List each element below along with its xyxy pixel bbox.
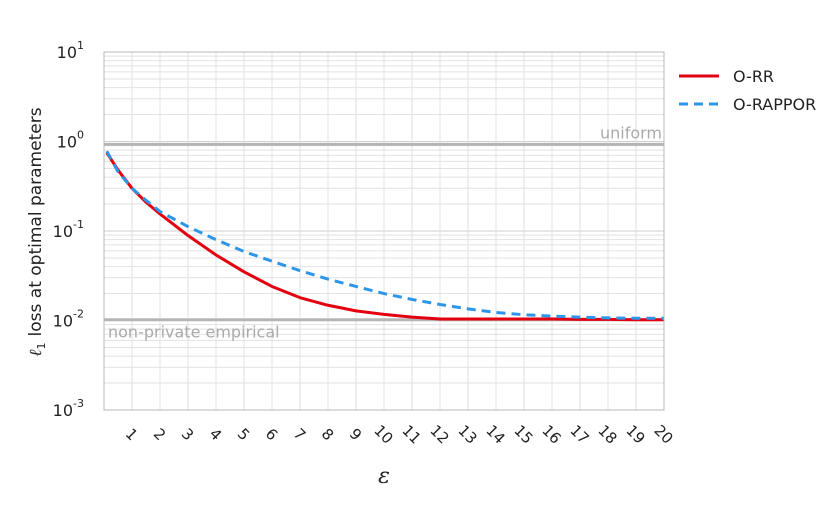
major-gridlines <box>103 51 665 411</box>
y-tick-base: 10 <box>53 222 73 241</box>
x-axis-label: ε <box>378 464 390 489</box>
y-tick-base: 10 <box>53 312 73 331</box>
x-tick-label: 15 <box>510 421 536 447</box>
series-line <box>105 150 664 320</box>
y-tick-exponent: -1 <box>73 218 84 231</box>
y-tick-base: 10 <box>57 133 77 152</box>
x-tick-label: 17 <box>566 421 592 447</box>
reference-label: non-private empirical <box>108 323 280 342</box>
series-layer <box>105 150 664 322</box>
x-tick-label: 7 <box>290 425 309 444</box>
x-tick-label: 10 <box>370 421 396 447</box>
plot-frame <box>103 51 665 411</box>
y-tick-exponent: 1 <box>77 39 84 52</box>
y-tick-label: 101 <box>57 39 84 62</box>
y-axis-label-subscript: 1 <box>35 342 48 349</box>
y-tick-label: 10-1 <box>53 218 84 241</box>
x-tick-label: 6 <box>262 425 281 444</box>
reference-label: uniform <box>600 123 662 142</box>
series-line <box>105 151 664 322</box>
y-axis-label-text: loss at optimal parameters <box>26 107 46 336</box>
y-tick-base: 10 <box>53 401 73 420</box>
legend: O-RR O-RAPPOR <box>679 67 816 114</box>
y-tick-exponent: -2 <box>73 308 84 321</box>
x-tick-label: 9 <box>346 425 365 444</box>
x-tick-labels: 1 2 3 4 5 6 7 8 9 10 11 12 13 14 15 16 17 18 19 20 <box>122 421 677 447</box>
x-tick-label: 14 <box>482 421 508 447</box>
x-tick-label: 11 <box>398 421 424 447</box>
y-tick-label: 100 <box>57 129 84 152</box>
x-tick-label: 13 <box>454 421 480 447</box>
x-tick-label: 20 <box>650 421 676 447</box>
reference-lines: uniform non-private empirical <box>104 123 664 342</box>
y-tick-label: 10-2 <box>53 308 84 331</box>
x-tick-label: 1 <box>122 425 141 444</box>
x-tick-label: 18 <box>594 421 620 447</box>
y-tick-exponent: 0 <box>77 129 84 142</box>
y-tick-label: 10-3 <box>53 397 84 420</box>
legend-label: O-RAPPOR <box>733 95 816 114</box>
x-tick-label: 4 <box>206 425 225 444</box>
x-tick-label: 2 <box>150 425 169 444</box>
legend-label: O-RR <box>733 67 774 86</box>
y-axis-label: ℓ1 loss at optimal parameters <box>26 107 48 356</box>
x-tick-label: 3 <box>178 425 197 444</box>
y-tick-exponent: -3 <box>73 397 84 410</box>
x-tick-label: 8 <box>318 425 337 444</box>
y-tick-base: 10 <box>57 43 77 62</box>
x-tick-label: 19 <box>622 421 648 447</box>
x-tick-label: 5 <box>234 425 253 444</box>
x-tick-label: 16 <box>538 421 564 447</box>
y-axis-label-symbol: ℓ <box>26 349 46 356</box>
x-tick-label: 12 <box>426 421 452 447</box>
